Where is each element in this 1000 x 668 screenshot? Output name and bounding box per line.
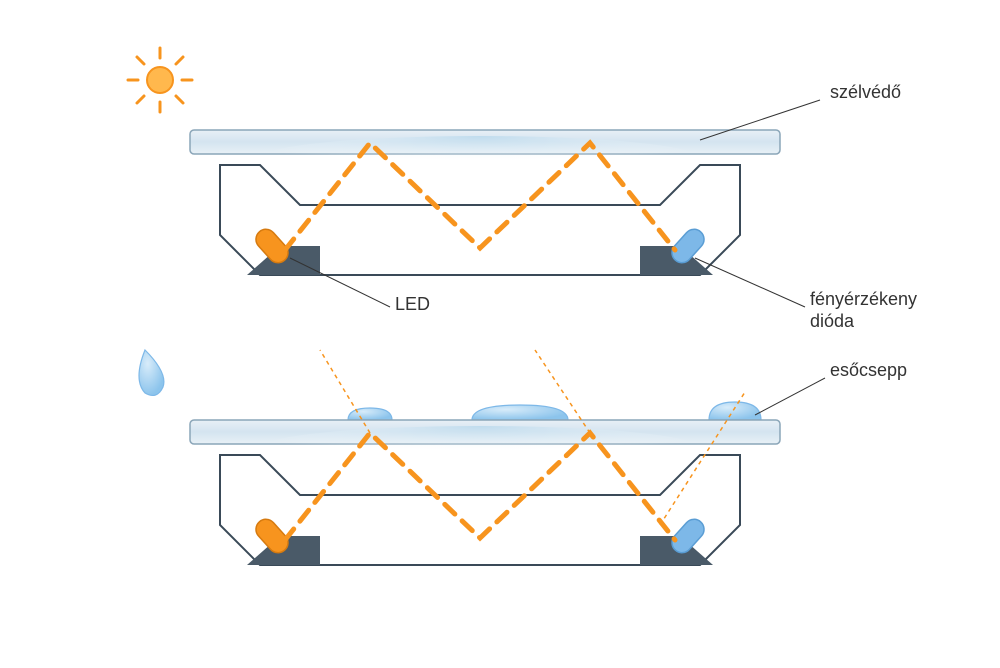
label-raindrop: esőcsepp xyxy=(830,360,907,381)
raindrops-on-glass xyxy=(348,402,761,420)
panel-top xyxy=(190,130,780,275)
sun-icon xyxy=(128,48,192,112)
raindrop-icon xyxy=(139,350,164,395)
panel-bottom xyxy=(190,350,780,565)
label-windshield: szélvédő xyxy=(830,82,901,103)
label-led: LED xyxy=(395,294,430,315)
label-photodiode-2: dióda xyxy=(810,311,854,332)
label-photodiode-1: fényérzékeny xyxy=(810,289,917,310)
